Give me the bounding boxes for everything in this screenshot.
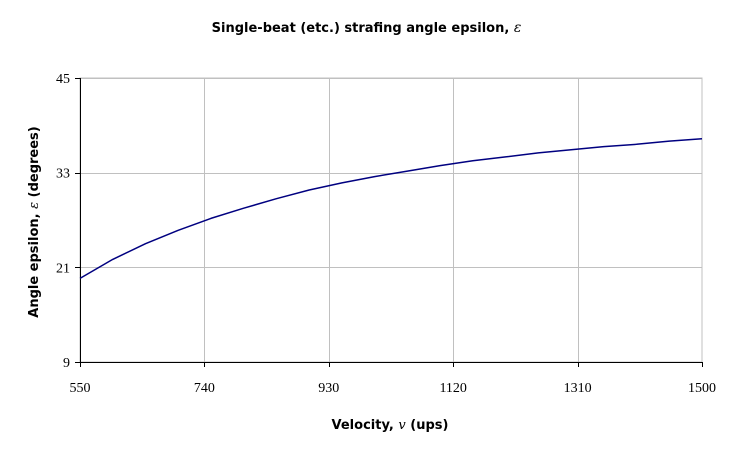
x-axis-unit: (ups) <box>410 418 448 433</box>
axes <box>75 78 703 367</box>
y-axis-symbol: ε <box>27 202 42 209</box>
y-axis-unit: (degrees) <box>27 126 42 197</box>
x-axis-title: Velocity, v (ups) <box>332 418 449 433</box>
grid-lines <box>79 77 703 363</box>
x-axis-symbol: v <box>398 418 406 433</box>
x-tick-label: 1310 <box>564 381 592 396</box>
x-tick-label: 740 <box>194 381 215 396</box>
x-tick-label: 1500 <box>688 381 716 396</box>
tick-labels: 550 740 930 1120 1310 1500 9 21 33 45 <box>56 72 716 396</box>
y-tick-label: 33 <box>56 167 70 182</box>
plot-area-border <box>79 77 703 363</box>
y-axis-title: Angle epsilon, ε (degrees) <box>27 126 42 317</box>
chart-title-text: Single-beat (etc.) strafing angle epsilo… <box>211 21 510 36</box>
series-line <box>79 137 703 280</box>
chart-title: Single-beat (etc.) strafing angle epsilo… <box>0 20 733 36</box>
y-tick-label: 45 <box>56 72 70 87</box>
x-tick-label: 930 <box>318 381 339 396</box>
y-axis-label: Angle epsilon, <box>27 213 42 317</box>
series-layer <box>79 137 703 280</box>
x-axis-label: Velocity, <box>332 418 394 433</box>
y-tick-label: 9 <box>63 356 70 371</box>
y-tick-label: 21 <box>56 261 70 276</box>
chart-title-symbol: ε <box>513 20 522 36</box>
x-tick-label: 1120 <box>439 381 466 396</box>
x-tick-label: 550 <box>70 381 91 396</box>
